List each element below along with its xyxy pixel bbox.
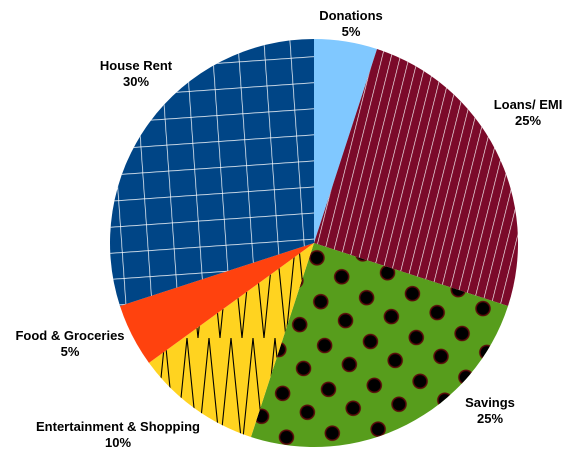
slice-label-loans-emi: Loans/ EMI bbox=[494, 97, 563, 112]
slice-loans-emi-pattern bbox=[314, 48, 518, 307]
slice-entertainment-shopping bbox=[148, 243, 314, 438]
slice-label-savings: Savings bbox=[465, 395, 515, 410]
slice-label-house-rent: House Rent bbox=[100, 58, 173, 73]
slice-donations bbox=[314, 39, 378, 243]
slice-savings-pattern bbox=[250, 243, 509, 448]
slice-percent-loans-emi: 25% bbox=[515, 113, 541, 128]
slice-label-food-groceries: Food & Groceries bbox=[15, 328, 124, 343]
slice-label-entertainment-shopping: Entertainment & Shopping bbox=[36, 419, 200, 434]
slice-food-groceries bbox=[119, 243, 315, 363]
slice-food-groceries-fill bbox=[119, 243, 315, 363]
slice-savings bbox=[250, 243, 509, 448]
slice-house-rent bbox=[109, 39, 314, 307]
slice-percent-food-groceries: 5% bbox=[61, 344, 80, 359]
slice-donations-fill bbox=[314, 39, 378, 243]
slice-percent-house-rent: 30% bbox=[123, 74, 149, 89]
slice-percent-entertainment-shopping: 10% bbox=[105, 435, 131, 450]
slice-loans-emi bbox=[314, 48, 518, 307]
slice-percent-donations: 5% bbox=[342, 24, 361, 39]
slice-house-rent-pattern bbox=[109, 39, 314, 307]
slice-percent-savings: 25% bbox=[477, 411, 503, 426]
slice-label-donations: Donations bbox=[319, 8, 383, 23]
slice-entertainment-shopping-pattern bbox=[148, 243, 314, 438]
